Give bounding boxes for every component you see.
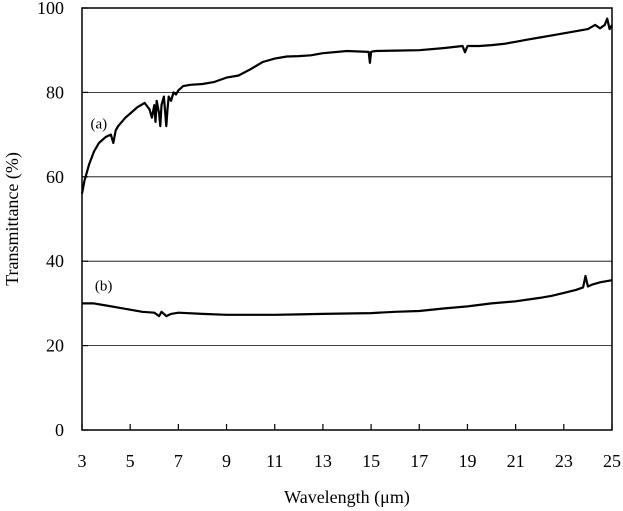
- y-tick-label: 80: [46, 82, 64, 102]
- x-tick-label: 23: [555, 451, 573, 471]
- x-tick-label: 19: [458, 451, 476, 471]
- series-line-b: [82, 274, 613, 318]
- y-tick-label: 0: [55, 420, 64, 440]
- x-tick-label: 25: [603, 451, 621, 471]
- series-annotation-b: (b): [95, 279, 113, 295]
- x-tick-label: 13: [314, 451, 332, 471]
- x-tick-label: 7: [174, 451, 183, 471]
- gridlines: [82, 92, 612, 347]
- x-axis-ticks: 3 5 7 9 11 13 15 17 19 21 23 25: [78, 424, 621, 471]
- y-tick-label: 60: [46, 167, 64, 187]
- y-tick-label: 40: [46, 251, 64, 271]
- y-axis-ticks: 0 20 40 60 80 100: [37, 0, 88, 440]
- y-axis-label: Transmittance (%): [2, 152, 23, 286]
- x-tick-label: 21: [507, 451, 525, 471]
- annotations: (a) (b): [91, 116, 113, 294]
- x-tick-label: 3: [78, 451, 87, 471]
- x-tick-label: 15: [362, 451, 380, 471]
- y-tick-label: 100: [37, 0, 64, 18]
- x-tick-label: 17: [410, 451, 428, 471]
- series-group: [80, 17, 613, 318]
- y-tick-label: 20: [46, 336, 64, 356]
- plot-frame: [81, 7, 613, 431]
- x-tick-label: 9: [222, 451, 231, 471]
- x-tick-label: 5: [126, 451, 135, 471]
- series-line-a: [80, 17, 613, 194]
- x-axis-label: Wavelength (μm): [284, 487, 410, 508]
- series-annotation-a: (a): [91, 116, 108, 132]
- x-tick-label: 11: [266, 451, 283, 471]
